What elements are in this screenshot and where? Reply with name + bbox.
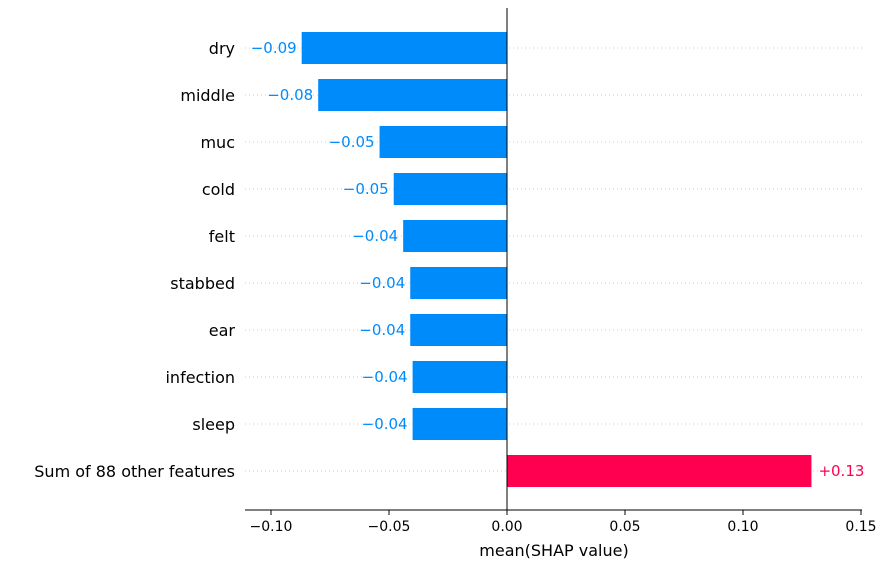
value-label: −0.04: [359, 274, 405, 292]
bar: [393, 173, 507, 205]
row-guides: [245, 47, 862, 472]
value-label: −0.04: [362, 368, 408, 386]
value-label: −0.05: [329, 133, 375, 151]
value-label: −0.04: [362, 415, 408, 433]
x-tick-label: 0.00: [491, 519, 522, 535]
x-tick-label: 0.10: [727, 519, 758, 535]
category-label: muc: [200, 133, 235, 152]
category-label: infection: [165, 368, 235, 387]
category-label: cold: [202, 180, 235, 199]
value-label: +0.13: [818, 462, 864, 480]
bar: [403, 220, 507, 252]
x-axis: −0.10 −0.05 0.00 0.05 0.10 0.15: [245, 509, 877, 535]
bar: [507, 455, 812, 487]
value-label: −0.04: [359, 321, 405, 339]
x-tick-label: 0.05: [609, 519, 640, 535]
bar: [410, 314, 507, 346]
category-labels: dry middle muc cold felt stabbed ear infection s…: [34, 39, 235, 481]
x-axis-title: mean(SHAP value): [479, 541, 628, 560]
bar: [318, 79, 507, 111]
category-label: Sum of 88 other features: [34, 462, 235, 481]
bar: [301, 32, 507, 64]
x-tick-label: −0.05: [368, 519, 411, 535]
category-label: dry: [209, 39, 235, 58]
bar: [410, 267, 507, 299]
category-label: sleep: [192, 415, 235, 434]
value-label: −0.09: [251, 39, 297, 57]
category-label: stabbed: [170, 274, 235, 293]
x-tick-label: −0.10: [250, 519, 293, 535]
bar: [379, 126, 507, 158]
bars: [301, 32, 812, 487]
category-label: middle: [180, 86, 235, 105]
bar: [412, 361, 507, 393]
value-label: −0.05: [343, 180, 389, 198]
bar: [412, 408, 507, 440]
value-label: −0.08: [267, 86, 313, 104]
value-labels: −0.09 −0.08 −0.05 −0.05 −0.04 −0.04 −0.04 −0.04…: [251, 39, 865, 480]
value-label: −0.04: [352, 227, 398, 245]
category-label: felt: [209, 227, 235, 246]
x-tick-label: 0.15: [845, 519, 876, 535]
category-label: ear: [209, 321, 236, 340]
